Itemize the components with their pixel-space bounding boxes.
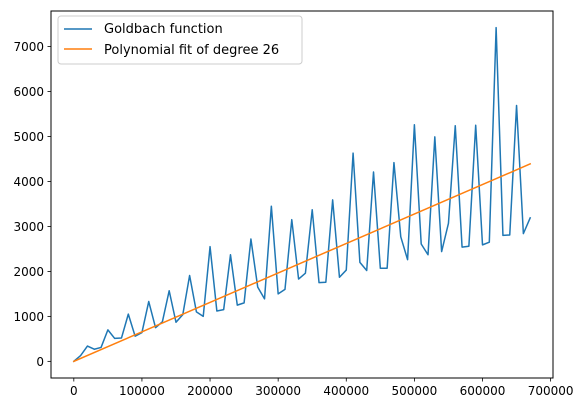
x-tick-label: 300000	[255, 384, 301, 398]
legend-label-goldbach: Goldbach function	[104, 22, 223, 37]
series-line-1	[72, 162, 532, 363]
series-layer	[72, 26, 532, 363]
y-tick-label: 6000	[13, 85, 44, 99]
y-tick-label: 5000	[13, 130, 44, 144]
series-line-0	[72, 26, 532, 363]
x-tick-label: 200000	[187, 384, 233, 398]
y-tick-label: 1000	[13, 310, 44, 324]
legend-label-polynomial-fit: Polynomial fit of degree 26	[104, 43, 279, 58]
y-axis: 0 1000 2000 3000 4000 5000 6000 7000	[13, 40, 51, 369]
x-tick-label: 500000	[391, 384, 437, 398]
y-tick-label: 0	[36, 355, 44, 369]
x-tick-label: 0	[70, 384, 78, 398]
y-tick-label: 2000	[13, 265, 44, 279]
x-axis: 0 100000 200000 300000 400000 500000 600000 700…	[70, 378, 574, 398]
legend: Goldbach function Polynomial fit of degr…	[57, 15, 303, 65]
y-tick-label: 7000	[13, 40, 44, 54]
y-tick-label: 3000	[13, 220, 44, 234]
legend-box	[57, 15, 303, 65]
x-tick-label: 400000	[323, 384, 369, 398]
y-tick-label: 4000	[13, 175, 44, 189]
x-tick-label: 100000	[119, 384, 165, 398]
x-tick-label: 600000	[460, 384, 506, 398]
x-tick-label: 700000	[528, 384, 574, 398]
plot-frame	[50, 10, 554, 379]
